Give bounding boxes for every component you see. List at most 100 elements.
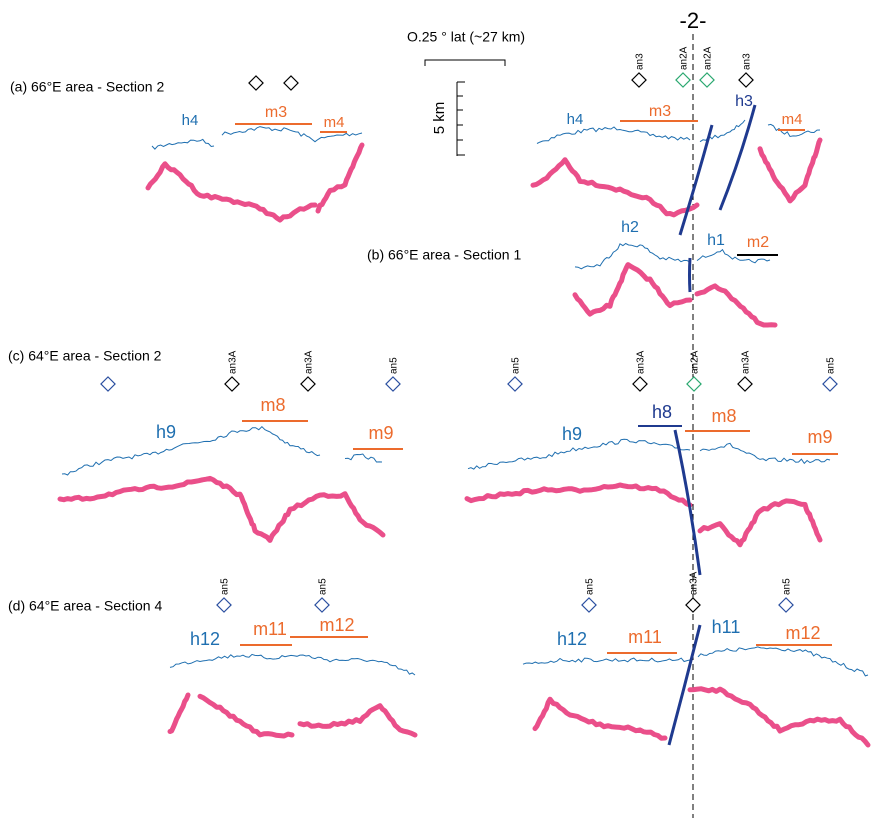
segment-label: m3 [265, 104, 287, 121]
horizontal-scale-label: O.25 ° lat (~27 km) [407, 29, 525, 45]
bathymetry-profile [574, 242, 691, 270]
magnetic-profile [530, 157, 700, 218]
bathymetry-profile [467, 438, 691, 470]
horizontal-scale-bar [424, 59, 506, 66]
segment-label: m2 [747, 234, 769, 251]
magnetic-profile [687, 686, 871, 748]
segment-label: h4 [567, 111, 584, 128]
marker-label: an5 [826, 357, 837, 374]
marker-label: an3A [636, 350, 647, 374]
bathymetry-profile [151, 138, 215, 150]
section-title: (c) 64°E area - Section 2 [8, 348, 162, 364]
bathymetry-profile [61, 426, 321, 476]
vertical-scale-label: 5 km [431, 102, 448, 135]
segment-label: m11 [628, 627, 662, 647]
anomaly-marker [686, 376, 702, 392]
magnetic-profile [315, 142, 365, 214]
anomaly-marker [738, 72, 754, 88]
anomaly-marker [385, 376, 401, 392]
segment-label: m8 [260, 395, 285, 415]
section-title: (d) 64°E area - Section 4 [8, 598, 162, 614]
bathymetry-profile [536, 126, 691, 144]
segment-label: m4 [324, 114, 345, 131]
vertical-scale-bar [456, 81, 465, 156]
profiles [57, 72, 871, 748]
magnetic-profile [694, 283, 778, 328]
magnetic-profile [532, 696, 668, 741]
anomaly-marker [699, 72, 715, 88]
bathymetry-profile [522, 657, 691, 665]
bathymetry-profile [697, 646, 869, 677]
segment-label: h1 [707, 232, 725, 249]
bathymetry-profile [221, 126, 363, 143]
anomaly-marker [224, 376, 240, 392]
marker-label: an3 [635, 53, 646, 70]
segment-label: m12 [319, 615, 354, 635]
segment-label: h9 [562, 424, 582, 444]
segment-label: m4 [782, 111, 803, 128]
segment-label: h8 [652, 402, 672, 422]
magnetic-profile [57, 475, 386, 543]
marker-label: an5 [220, 578, 231, 595]
bathymetry-profile [767, 123, 821, 138]
marker-label: an3A [304, 350, 315, 374]
anomaly-marker [631, 72, 647, 88]
bathymetry-profile [696, 248, 771, 264]
segment-label: h2 [621, 219, 639, 236]
segment-label: h12 [557, 629, 587, 649]
fault [667, 624, 702, 746]
marker-label: an5 [511, 357, 522, 374]
magnetic-profile [197, 693, 295, 739]
segment-label: m9 [368, 423, 393, 443]
bathymetry-profile [344, 453, 383, 463]
anomaly-marker [314, 597, 330, 613]
marker-label: an2A [679, 46, 690, 70]
magnetic-profile [757, 137, 823, 204]
section-title: (a) 66°E area - Section 2 [10, 79, 164, 95]
anomaly-marker [581, 597, 597, 613]
marker-label: an2A [703, 46, 714, 70]
magnetic-profile [145, 161, 318, 223]
page-title: -2- [680, 8, 707, 33]
segment-label: m11 [253, 619, 287, 639]
segment-label: m3 [649, 103, 671, 120]
anomaly-marker [216, 597, 232, 613]
segment-label: h11 [712, 617, 741, 637]
section-title: (b) 66°E area - Section 1 [367, 247, 521, 263]
marker-label: an5 [389, 357, 400, 374]
anomaly-marker [283, 75, 299, 91]
anomaly-marker [778, 597, 794, 613]
marker-label: an5 [585, 578, 596, 595]
fault [678, 124, 714, 236]
segment-label: h12 [190, 629, 220, 649]
magnetic-profile [464, 482, 693, 508]
anomaly-marker [300, 376, 316, 392]
marker-label: an3A [689, 571, 700, 595]
anomaly-marker [737, 376, 753, 392]
anomaly-marker [248, 75, 264, 91]
marker-label: an2A [690, 350, 701, 374]
bathymetry-profile [699, 442, 831, 465]
fault [688, 257, 692, 293]
segment-label: h3 [735, 93, 753, 110]
anomaly-marker [632, 376, 648, 392]
bathymetry-profile [169, 653, 416, 676]
marker-label: an3 [742, 53, 753, 70]
segment-label: h4 [182, 112, 199, 129]
fault [718, 104, 757, 211]
anomaly-marker [822, 376, 838, 392]
magnetic-profile [297, 703, 418, 738]
anomaly-marker [507, 376, 523, 392]
marker-label: an5 [782, 578, 793, 595]
anomaly-marker [685, 597, 701, 613]
segment-label: m12 [785, 623, 820, 643]
magnetic-profile [572, 262, 693, 317]
segment-label: m9 [807, 427, 832, 447]
marker-label: an5 [318, 578, 329, 595]
magnetic-profile [167, 692, 191, 734]
anomaly-marker [100, 376, 116, 392]
fault [673, 429, 702, 576]
marker-label: an3A [228, 350, 239, 374]
